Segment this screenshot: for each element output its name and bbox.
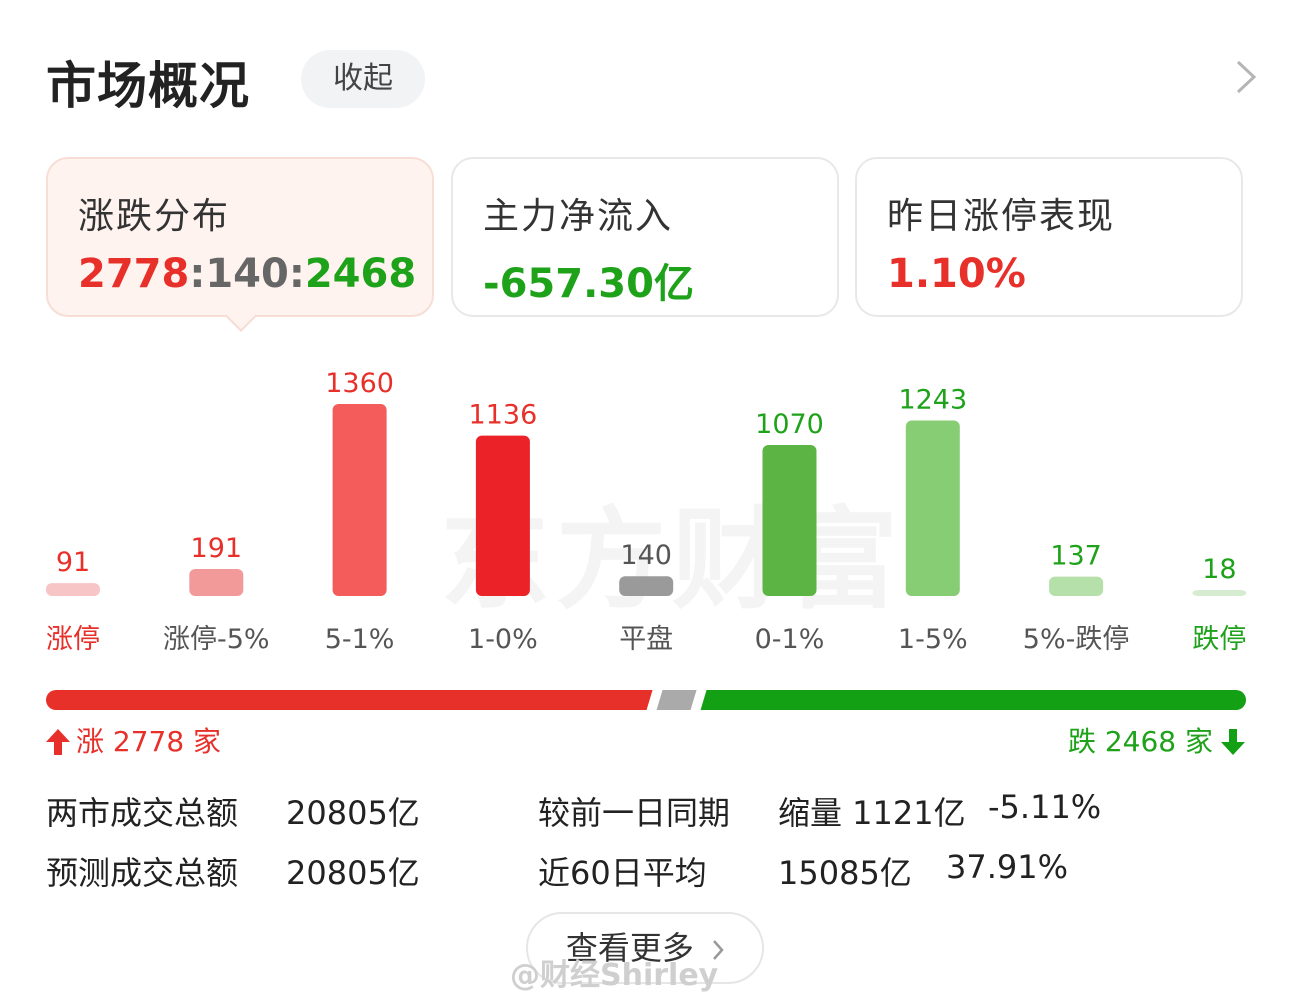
card-value: 1.10% [887, 251, 1026, 297]
bar-value-label: 1070 [755, 409, 824, 440]
ratio-flat-segment [656, 690, 697, 710]
down-count: 2468 [304, 251, 417, 297]
arrow-up-icon [46, 729, 70, 762]
category-label: 0-1% [755, 624, 825, 655]
card-yesterday-limit-up[interactable]: 昨日涨停表现 1.10% [855, 157, 1243, 317]
arrow-down-icon [1221, 729, 1245, 762]
bar-value-label: 1360 [325, 368, 394, 399]
category-label: 1-5% [898, 624, 968, 655]
category-label: 5%-跌停 [1023, 624, 1130, 655]
card-value: 2778:140:2468 [78, 251, 416, 297]
bar-value-label: 1136 [469, 400, 538, 431]
bar-value-label: 18 [1202, 554, 1236, 585]
category-label: 平盘 [619, 624, 673, 655]
view-more-label: 查看更多 [565, 929, 694, 967]
ratio-up-segment [46, 690, 653, 710]
forecast-turnover-label: 预测成交总额 [46, 854, 239, 892]
bar-value-label: 137 [1050, 541, 1102, 572]
category-label: 1-0% [468, 624, 538, 655]
total-turnover-value: 20805亿 [286, 794, 420, 832]
total-turnover-label: 两市成交总额 [46, 794, 239, 832]
up-summary: 涨 2778 家 [46, 720, 221, 762]
compare-value: 缩量 1121亿 [778, 794, 966, 832]
distribution-bar-chart: 91 涨停 191 涨停-5% 1360 5-1% 1136 1-0% 140 平盘 1070 0-1… [46, 368, 1247, 655]
bar-2 [332, 404, 387, 596]
bar-5 [762, 444, 817, 596]
flat-count: 140 [205, 251, 289, 297]
bar-3 [475, 435, 530, 596]
bar-4 [619, 576, 674, 596]
down-summary: 跌 2468 家 [1068, 720, 1245, 762]
bar-value-label: 191 [191, 533, 243, 564]
view-more-button[interactable]: 查看更多 [526, 912, 764, 984]
avg60-value: 15085亿 [778, 854, 912, 892]
avg60-label: 近60日平均 [538, 854, 707, 892]
category-label: 涨停 [46, 624, 100, 655]
ratio-down-segment [700, 690, 1246, 710]
card-label: 昨日涨停表现 [887, 196, 1116, 237]
category-label: 涨停-5% [163, 624, 270, 655]
card-value: -657.30亿 [483, 261, 694, 307]
page-title: 市场概况 [46, 57, 250, 115]
separator: : [189, 251, 206, 297]
category-label: 5-1% [325, 624, 395, 655]
chevron-right-icon[interactable] [1228, 60, 1262, 94]
up-count: 2778 [78, 251, 190, 297]
separator: : [288, 251, 305, 297]
down-summary-label: 跌 2468 家 [1067, 725, 1213, 758]
card-rise-fall-distribution[interactable]: 涨跌分布 2778:140:2468 [46, 157, 434, 317]
card-label: 主力净流入 [483, 196, 674, 237]
bar-6 [905, 420, 960, 596]
bar-value-label: 91 [56, 547, 90, 578]
up-summary-label: 涨 2778 家 [76, 725, 222, 758]
card-label: 涨跌分布 [78, 196, 231, 237]
bar-value-label: 140 [620, 540, 672, 571]
bar-value-label: 1243 [898, 385, 967, 416]
avg60-pct: 37.91% [946, 848, 1069, 886]
category-label: 跌停 [1192, 624, 1246, 655]
weibo-watermark: @财经Shirley [510, 958, 719, 993]
bar-7 [1049, 576, 1104, 596]
rise-fall-ratio-bar [46, 690, 1246, 710]
card-pointer-inner [227, 315, 255, 329]
chevron-right-icon [712, 916, 724, 984]
bar-1 [189, 569, 244, 596]
bar-0 [46, 583, 100, 596]
card-main-net-inflow[interactable]: 主力净流入 -657.30亿 [451, 157, 839, 317]
compare-label: 较前一日同期 [538, 794, 731, 832]
bar-8 [1192, 590, 1247, 596]
collapse-button[interactable]: 收起 [301, 50, 425, 108]
compare-pct: -5.11% [988, 788, 1102, 826]
forecast-turnover-value: 20805亿 [286, 854, 420, 892]
